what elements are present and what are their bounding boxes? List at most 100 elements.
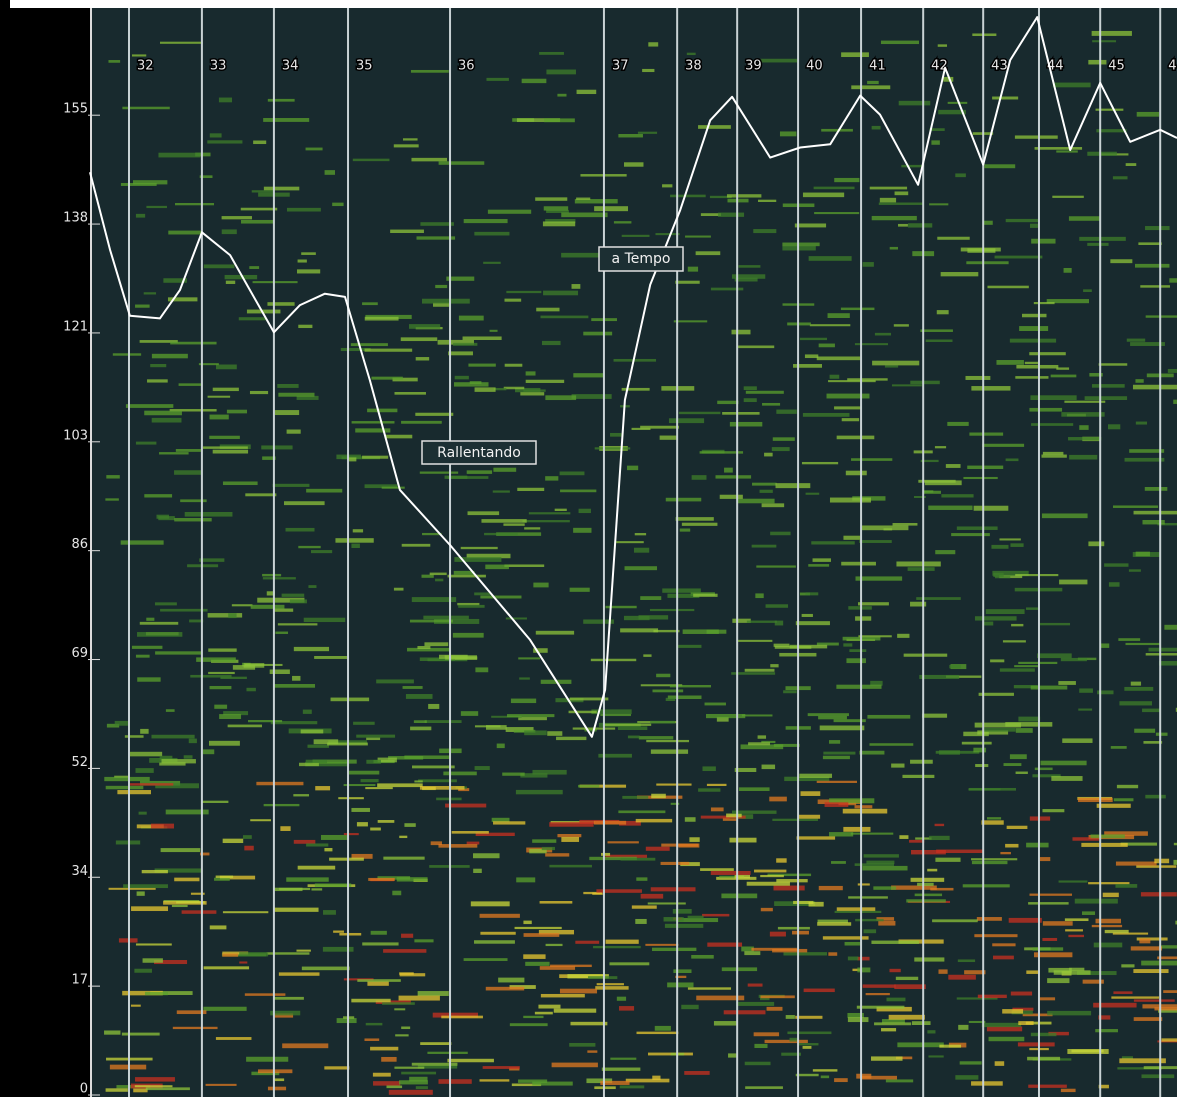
spectrogram-blip	[1018, 717, 1040, 722]
spectrogram-blip	[597, 983, 624, 985]
spectrogram-blip	[687, 53, 696, 55]
spectrogram-blip	[356, 735, 395, 738]
spectrogram-blip	[418, 991, 449, 996]
spectrogram-blip	[435, 579, 443, 582]
spectrogram-blip	[373, 1081, 400, 1085]
spectrogram-blip	[385, 435, 413, 439]
spectrogram-blip	[409, 324, 440, 329]
spectrogram-blip	[245, 993, 286, 996]
spectrogram-blip	[957, 526, 998, 530]
spectrogram-blip	[523, 520, 570, 522]
spectrogram-blip	[805, 354, 818, 358]
spectrogram-blip	[646, 847, 670, 851]
spectrogram-blip	[936, 751, 980, 754]
spectrogram-blip	[648, 42, 658, 46]
spectrogram-blip	[1154, 1007, 1177, 1010]
spectrogram-blip	[353, 159, 390, 161]
spectrogram-blip	[344, 833, 359, 835]
spectrogram-blip	[924, 491, 941, 494]
spectrogram-blip	[1026, 607, 1040, 609]
spectrogram-blip	[928, 1055, 943, 1057]
spectrogram-blip	[1108, 424, 1120, 429]
spectrogram-blip	[296, 950, 310, 952]
spectrogram-blip	[550, 965, 592, 967]
spectrogram-blip	[314, 739, 339, 744]
spectrogram-blip	[975, 723, 1021, 728]
spectrogram-blip	[399, 996, 440, 1001]
spectrogram-blip	[760, 490, 773, 493]
spectrogram-blip	[624, 616, 650, 620]
spectrogram-blip	[383, 949, 426, 953]
spectrogram-blip	[1088, 882, 1129, 884]
spectrogram-blip	[199, 558, 224, 561]
spectrogram-blip	[394, 1008, 405, 1010]
spectrogram-blip	[545, 476, 558, 480]
spectrogram-blip	[828, 313, 850, 318]
spectrogram-blip	[219, 714, 241, 719]
spectrogram-blip	[415, 413, 453, 416]
spectrogram-blip	[209, 741, 240, 746]
spectrogram-blip	[608, 841, 639, 843]
bar-label: 45	[1108, 59, 1125, 74]
spectrogram-blip	[1042, 513, 1088, 518]
spectrogram-blip	[139, 812, 147, 815]
spectrogram-blip	[747, 882, 790, 886]
spectrogram-blip	[622, 235, 650, 237]
spectrogram-blip	[927, 1030, 935, 1033]
spectrogram-blip	[325, 170, 335, 175]
spectrogram-blip	[867, 715, 910, 719]
spectrogram-blip	[280, 826, 290, 831]
spectrogram-blip	[1062, 738, 1092, 743]
spectrogram-blip	[1127, 339, 1145, 342]
spectrogram-blip	[828, 952, 837, 956]
spectrogram-blip	[355, 428, 390, 432]
spectrogram-blip	[736, 1002, 774, 1006]
spectrogram-blip	[776, 410, 796, 414]
spectrogram-blip	[518, 1079, 547, 1082]
spectrogram-blip	[981, 820, 1003, 824]
spectrogram-blip	[412, 765, 455, 768]
spectrogram-blip	[1137, 112, 1159, 117]
spectrogram-blip	[851, 833, 893, 835]
spectrogram-blip	[541, 994, 585, 997]
spectrogram-blip	[204, 966, 249, 969]
spectrogram-blip	[1091, 834, 1125, 838]
spectrogram-blip	[420, 786, 465, 790]
spectrogram-blip	[848, 957, 858, 961]
spectrogram-blip	[173, 1027, 218, 1029]
spectrogram-blip	[963, 884, 1010, 887]
spectrogram-blip	[214, 705, 227, 709]
spectrogram-blip	[618, 810, 665, 813]
spectrogram-blip	[911, 878, 945, 882]
spectrogram-blip	[1040, 997, 1055, 1000]
spectrogram-blip	[298, 325, 312, 328]
spectrogram-blip	[776, 858, 786, 862]
spectrogram-blip	[545, 395, 576, 400]
spectrogram-blip	[315, 883, 351, 887]
spectrogram-blip	[263, 118, 309, 122]
spectrogram-blip	[867, 81, 879, 84]
spectrogram-blip	[438, 844, 477, 848]
spectrogram-blip	[748, 984, 763, 987]
spectrogram-blip	[417, 646, 430, 649]
spectrogram-blip	[960, 1061, 982, 1064]
bar-label: 34	[282, 59, 299, 74]
spectrogram-blip	[418, 779, 457, 782]
spectrogram-blip	[678, 645, 702, 648]
spectrogram-blip	[210, 686, 232, 689]
spectrogram-blip	[974, 934, 1017, 937]
spectrogram-blip	[1139, 939, 1150, 944]
spectrogram-blip	[701, 213, 721, 216]
spectrogram-blip	[453, 633, 484, 638]
spectrogram-blip	[151, 824, 174, 829]
spectrogram-blip	[682, 523, 718, 526]
spectrogram-blip	[588, 976, 617, 979]
spectrogram-blip	[122, 1033, 160, 1036]
spectrogram-blip	[404, 823, 415, 827]
spectrogram-blip	[1104, 563, 1128, 566]
spectrogram-blip	[371, 931, 387, 935]
spectrogram-blip	[848, 1017, 869, 1022]
spectrogram-blip	[718, 213, 744, 217]
spectrogram-blip	[182, 910, 217, 914]
spectrogram-blip	[464, 958, 508, 961]
